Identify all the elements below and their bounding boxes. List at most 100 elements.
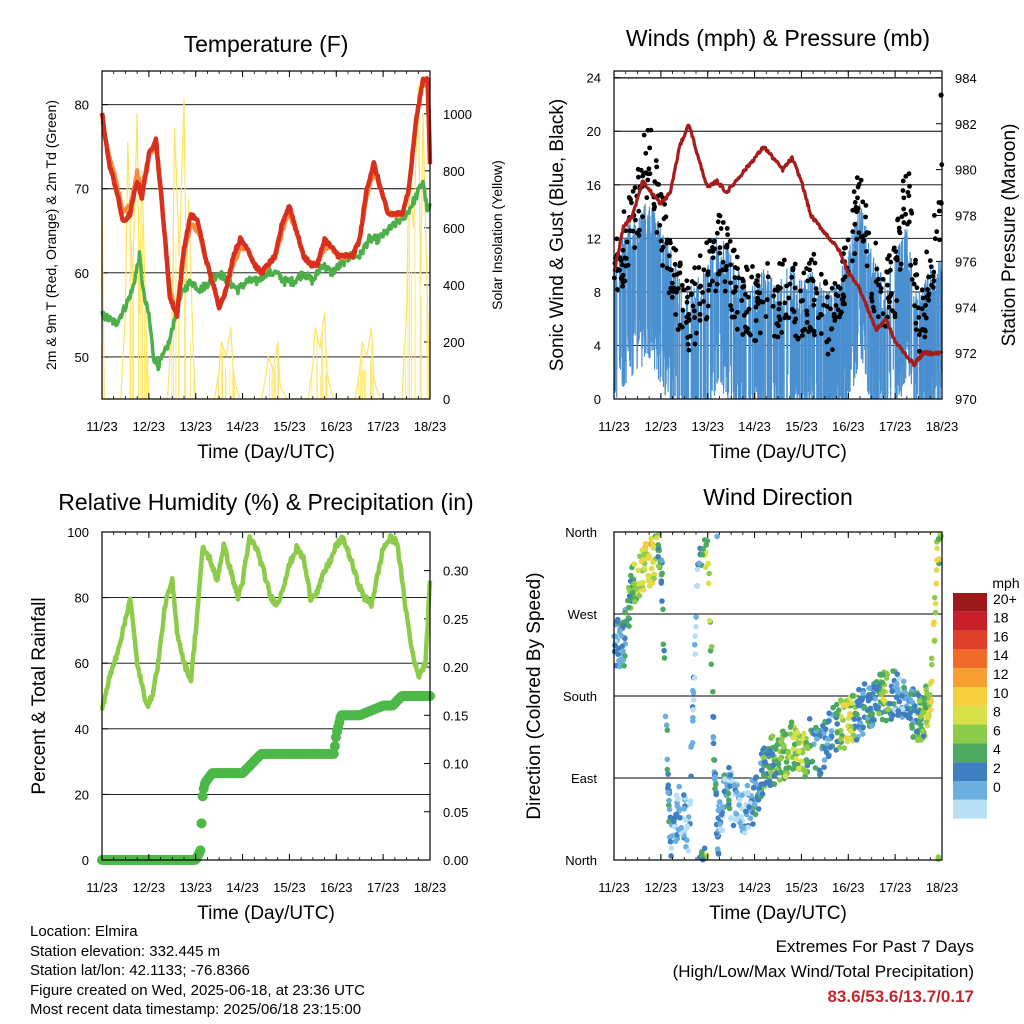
colorbar-label: 2 bbox=[993, 760, 1001, 776]
gust-point bbox=[647, 171, 653, 177]
gust-point bbox=[912, 303, 917, 309]
y-axis-label-right-1: Solar Insolation (Yellow) bbox=[489, 160, 505, 310]
direction-point bbox=[761, 745, 768, 751]
direction-point bbox=[920, 733, 927, 739]
direction-point bbox=[633, 586, 639, 592]
gust-point bbox=[722, 279, 728, 284]
gust-point bbox=[813, 286, 819, 292]
direction-point bbox=[661, 647, 667, 654]
direction-point bbox=[804, 744, 810, 750]
y-axis-label-4: Direction (Colored By Speed) bbox=[524, 572, 545, 819]
direction-point bbox=[741, 829, 748, 836]
gust-point bbox=[903, 211, 908, 217]
gust-point bbox=[746, 330, 752, 336]
gust-point bbox=[660, 263, 665, 268]
gust-point bbox=[732, 275, 738, 280]
direction-point bbox=[649, 580, 656, 586]
direction-point bbox=[840, 702, 847, 709]
direction-point bbox=[795, 765, 802, 772]
direction-point bbox=[660, 606, 666, 613]
gust-point bbox=[824, 294, 830, 300]
y-tick-label-right: 0.05 bbox=[443, 805, 468, 820]
direction-point bbox=[750, 821, 756, 827]
gust-point bbox=[673, 312, 679, 317]
direction-point bbox=[873, 679, 880, 685]
gust-point bbox=[835, 284, 841, 290]
y-tick-label: 60 bbox=[75, 656, 89, 671]
direction-point bbox=[712, 774, 718, 780]
colorbar-cell bbox=[953, 781, 987, 800]
gust-point bbox=[830, 347, 835, 352]
direction-point bbox=[834, 721, 840, 727]
direction-point bbox=[920, 728, 926, 734]
gust-point bbox=[801, 270, 807, 276]
direction-point bbox=[894, 685, 901, 692]
gust-point bbox=[675, 286, 681, 291]
gust-point bbox=[658, 238, 664, 244]
gust-point bbox=[938, 92, 944, 98]
direction-point bbox=[802, 773, 808, 780]
gust-point bbox=[729, 314, 735, 320]
direction-point bbox=[714, 846, 721, 852]
gust-point bbox=[697, 301, 703, 307]
colorbar-label: 4 bbox=[993, 741, 1001, 757]
direction-point bbox=[777, 755, 784, 762]
colorbar-cell bbox=[953, 724, 987, 744]
gust-point bbox=[776, 323, 781, 329]
gust-point bbox=[668, 267, 674, 273]
gust-point bbox=[891, 245, 897, 251]
x-tick-label: 17/23 bbox=[367, 419, 400, 434]
gust-point bbox=[697, 317, 703, 323]
gust-point bbox=[666, 253, 672, 259]
direction-point bbox=[934, 557, 940, 564]
gust-point bbox=[792, 285, 798, 291]
direction-point bbox=[731, 782, 738, 788]
direction-point bbox=[664, 766, 671, 773]
direction-point bbox=[847, 728, 854, 734]
direction-point bbox=[667, 838, 674, 845]
gust-point bbox=[705, 303, 711, 309]
y-tick-label: 20 bbox=[75, 787, 89, 802]
direction-point bbox=[896, 698, 903, 705]
gust-point bbox=[824, 339, 830, 345]
gust-point bbox=[677, 263, 682, 269]
gust-point bbox=[723, 263, 729, 269]
x-tick-label: 14/23 bbox=[226, 880, 259, 895]
gust-point bbox=[920, 327, 925, 332]
gust-point bbox=[911, 281, 917, 287]
gust-point bbox=[757, 290, 763, 296]
direction-point bbox=[760, 755, 767, 761]
gust-point bbox=[636, 174, 641, 180]
gust-point bbox=[792, 261, 798, 267]
gust-point bbox=[856, 230, 862, 236]
gust-point bbox=[863, 249, 869, 254]
gust-point bbox=[681, 287, 687, 293]
direction-point bbox=[651, 571, 657, 578]
gust-point bbox=[643, 150, 649, 156]
gust-point bbox=[804, 320, 810, 325]
x-tick-label: 18/23 bbox=[414, 419, 447, 434]
direction-point bbox=[631, 561, 638, 568]
x-axis-label-2: Time (Day/UTC) bbox=[709, 442, 847, 463]
direction-point bbox=[856, 686, 862, 693]
direction-point bbox=[684, 837, 690, 844]
direction-point bbox=[638, 558, 645, 565]
direction-point bbox=[877, 671, 884, 678]
x-tick-label: 12/23 bbox=[645, 880, 678, 895]
gust-point bbox=[899, 214, 905, 220]
direction-point bbox=[837, 744, 843, 751]
gust-point bbox=[926, 274, 931, 280]
gust-point bbox=[880, 311, 886, 317]
gust-point bbox=[692, 315, 698, 320]
direction-point bbox=[737, 796, 743, 803]
direction-point bbox=[855, 702, 862, 709]
gust-point bbox=[717, 245, 723, 251]
gust-point bbox=[906, 219, 912, 225]
gust-point bbox=[925, 293, 931, 299]
y-tick-label: North bbox=[565, 853, 597, 868]
precip-point bbox=[197, 791, 208, 802]
station-info: Location: Elmira Station elevation: 332.… bbox=[30, 922, 365, 1020]
direction-point bbox=[915, 737, 921, 744]
gust-point bbox=[869, 298, 875, 304]
direction-point bbox=[655, 553, 661, 560]
